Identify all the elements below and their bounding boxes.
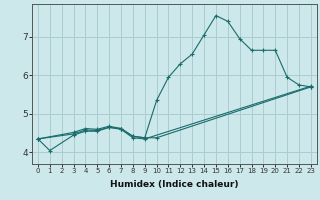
X-axis label: Humidex (Indice chaleur): Humidex (Indice chaleur)	[110, 180, 239, 189]
